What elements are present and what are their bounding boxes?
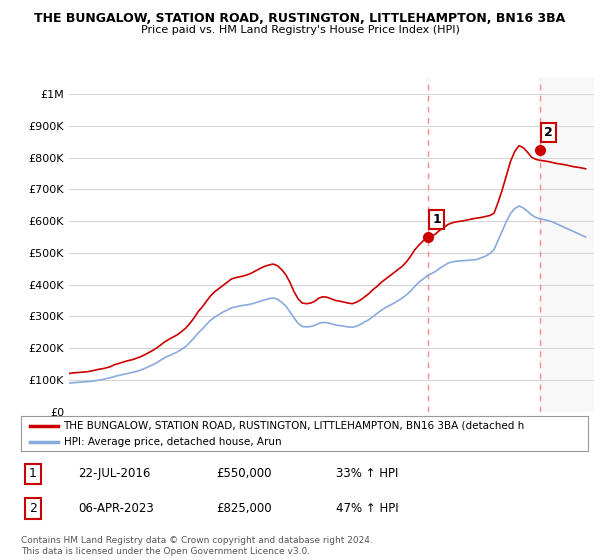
Text: £550,000: £550,000 bbox=[216, 467, 271, 480]
Text: £825,000: £825,000 bbox=[216, 502, 272, 515]
Text: Price paid vs. HM Land Registry's House Price Index (HPI): Price paid vs. HM Land Registry's House … bbox=[140, 25, 460, 35]
Text: 2: 2 bbox=[29, 502, 37, 515]
Text: 22-JUL-2016: 22-JUL-2016 bbox=[78, 467, 151, 480]
Text: 47% ↑ HPI: 47% ↑ HPI bbox=[336, 502, 398, 515]
Text: 06-APR-2023: 06-APR-2023 bbox=[78, 502, 154, 515]
Text: HPI: Average price, detached house, Arun: HPI: Average price, detached house, Arun bbox=[64, 437, 281, 447]
Text: 33% ↑ HPI: 33% ↑ HPI bbox=[336, 467, 398, 480]
Bar bbox=[540, 78, 594, 412]
Text: 1: 1 bbox=[29, 467, 37, 480]
Text: Contains HM Land Registry data © Crown copyright and database right 2024.
This d: Contains HM Land Registry data © Crown c… bbox=[21, 536, 373, 556]
Text: 1: 1 bbox=[432, 213, 441, 226]
Text: 2: 2 bbox=[544, 126, 553, 139]
Text: THE BUNGALOW, STATION ROAD, RUSTINGTON, LITTLEHAMPTON, BN16 3BA (detached h: THE BUNGALOW, STATION ROAD, RUSTINGTON, … bbox=[64, 421, 525, 431]
Text: THE BUNGALOW, STATION ROAD, RUSTINGTON, LITTLEHAMPTON, BN16 3BA: THE BUNGALOW, STATION ROAD, RUSTINGTON, … bbox=[34, 12, 566, 25]
